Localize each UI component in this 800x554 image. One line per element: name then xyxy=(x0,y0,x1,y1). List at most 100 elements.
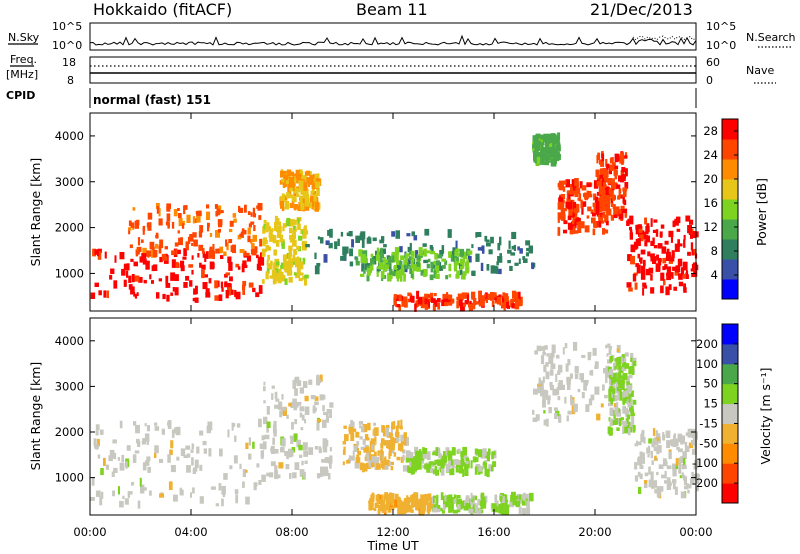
power-cell xyxy=(407,246,410,253)
power-cell xyxy=(272,278,277,284)
velocity-cell xyxy=(622,391,626,398)
power-colorbar-tick-label: 20 xyxy=(703,172,718,186)
velocity-cell xyxy=(691,448,697,455)
power-cell xyxy=(224,282,228,288)
nsky-tick-bottom: 10^0 xyxy=(52,39,82,52)
power-cell xyxy=(172,287,175,292)
power-cell xyxy=(472,298,477,306)
velocity-cell xyxy=(505,494,508,501)
velocity-cell xyxy=(109,449,115,459)
velocity-data-cells xyxy=(90,341,700,516)
power-cell xyxy=(637,224,642,229)
power-cell xyxy=(552,156,557,160)
velocity-cell xyxy=(542,376,545,383)
power-cell xyxy=(391,231,395,237)
velocity-cell xyxy=(627,384,632,393)
power-cell xyxy=(242,264,248,268)
power-cell xyxy=(314,252,317,260)
velocity-cell xyxy=(432,507,438,513)
power-cell xyxy=(618,191,621,199)
power-cell xyxy=(232,244,236,254)
velocity-cell xyxy=(380,442,384,449)
power-cell xyxy=(109,274,113,280)
velocity-cell xyxy=(421,503,426,510)
velocity-cell xyxy=(618,366,622,373)
velocity-cell xyxy=(298,444,303,451)
power-cell xyxy=(555,144,560,149)
power-cell xyxy=(396,304,400,308)
velocity-cell xyxy=(408,506,411,511)
power-cell xyxy=(152,249,158,257)
power-cell xyxy=(225,239,228,247)
power-cell xyxy=(562,186,566,192)
power-cell xyxy=(97,251,102,260)
velocity-cell xyxy=(608,377,612,385)
velocity-cell xyxy=(234,489,239,494)
velocity-cell xyxy=(159,493,164,498)
velocity-cell xyxy=(355,431,360,438)
velocity-cell xyxy=(282,407,287,416)
power-ytick-label: 4000 xyxy=(55,129,84,143)
power-cell xyxy=(175,261,179,268)
power-colorbar-segment xyxy=(722,159,738,180)
power-cell xyxy=(143,279,147,284)
velocity-cell xyxy=(648,479,654,488)
velocity-cell xyxy=(656,449,660,455)
power-cell xyxy=(314,265,320,275)
velocity-cell xyxy=(608,396,612,402)
velocity-cell xyxy=(637,456,643,463)
velocity-cell xyxy=(233,455,238,464)
power-cell xyxy=(266,267,270,274)
power-cell xyxy=(291,194,295,202)
velocity-cell xyxy=(661,474,666,479)
power-cell xyxy=(465,266,470,273)
velocity-cell xyxy=(610,407,614,417)
power-cell xyxy=(656,254,659,261)
power-cell xyxy=(480,295,485,301)
power-cell xyxy=(248,223,252,228)
power-cell xyxy=(513,244,516,251)
power-cell xyxy=(155,243,159,249)
power-cell xyxy=(538,138,543,143)
power-cell xyxy=(430,261,434,269)
velocity-cell xyxy=(675,489,678,495)
power-cell xyxy=(574,178,579,187)
power-cell xyxy=(647,251,651,257)
power-cell xyxy=(410,250,415,257)
power-cell xyxy=(645,230,649,235)
velocity-cell xyxy=(678,465,682,474)
velocity-cell xyxy=(376,463,381,470)
velocity-cell xyxy=(412,499,415,504)
power-cell xyxy=(274,215,278,224)
velocity-cell xyxy=(655,430,658,438)
velocity-cell xyxy=(323,412,327,416)
power-cell xyxy=(187,236,191,244)
power-cell xyxy=(659,231,663,237)
power-cell xyxy=(186,214,191,223)
power-cell xyxy=(176,249,181,255)
velocity-cell xyxy=(169,449,173,456)
power-cell xyxy=(536,148,539,158)
power-cell xyxy=(132,207,136,211)
power-cell xyxy=(426,263,430,269)
power-cell xyxy=(98,290,102,296)
power-cell xyxy=(183,206,186,215)
velocity-cell xyxy=(557,382,562,391)
power-cell xyxy=(490,236,494,244)
velocity-cell xyxy=(382,463,386,470)
power-cell xyxy=(113,280,118,289)
velocity-cell xyxy=(381,428,386,433)
power-cell xyxy=(601,207,606,212)
velocity-cell xyxy=(465,457,470,462)
velocity-cell xyxy=(632,359,637,367)
velocity-cell xyxy=(352,421,355,430)
power-cell xyxy=(605,159,608,167)
velocity-cell xyxy=(329,409,332,418)
power-cell xyxy=(603,175,608,182)
power-cell xyxy=(413,235,418,241)
velocity-cell xyxy=(664,471,667,479)
power-cell xyxy=(201,248,205,254)
velocity-cell xyxy=(538,377,541,385)
velocity-cell xyxy=(676,438,679,447)
power-cell xyxy=(545,146,549,155)
